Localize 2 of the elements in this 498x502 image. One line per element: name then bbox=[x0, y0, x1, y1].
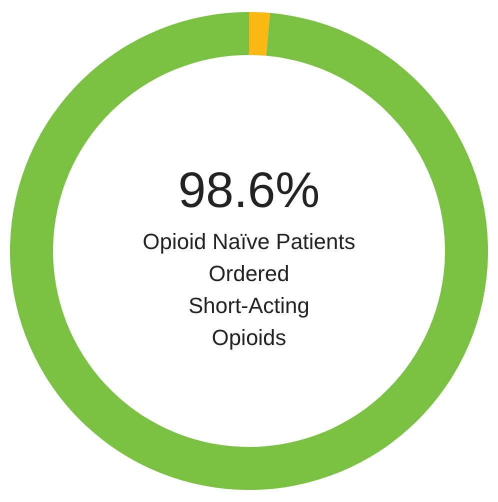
text: 98.6% bbox=[177, 161, 321, 220]
text: Opioid Naïve Patients Ordered Short-Acting Opioids bbox=[142, 228, 356, 352]
